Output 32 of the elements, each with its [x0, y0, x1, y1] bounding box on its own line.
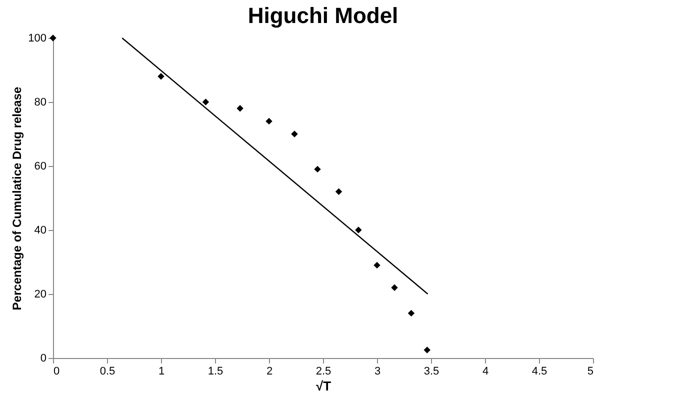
point	[236, 105, 244, 112]
x-tick-label: 3.5	[424, 366, 440, 378]
point	[335, 188, 342, 195]
x-tick-label: 4	[482, 366, 489, 378]
x-tick-label: 0	[54, 366, 60, 378]
point	[408, 310, 415, 317]
point	[355, 226, 362, 234]
point	[374, 262, 380, 269]
x-tick-label: 2	[266, 366, 273, 378]
y-tick-label: 80	[34, 96, 46, 108]
point	[391, 284, 398, 291]
chart-title: Higuchi Model	[248, 3, 398, 28]
x-tick-label: 3	[374, 366, 381, 378]
x-tick-label: 5	[587, 366, 594, 378]
point	[314, 166, 321, 173]
point	[424, 346, 430, 354]
x-tick-label: 2.5	[316, 366, 332, 378]
point	[158, 73, 164, 80]
point	[291, 130, 298, 138]
y-tick-label: 100	[28, 32, 46, 44]
x-tick-label: 1	[158, 366, 165, 378]
point	[266, 118, 272, 125]
x-axis-title: √T	[316, 378, 332, 394]
x-tick-label: 4.5	[532, 366, 548, 378]
point	[202, 98, 210, 106]
y-tick-label: 20	[34, 288, 46, 300]
y-tick-label: 40	[34, 224, 46, 236]
x-tick-label: 1.5	[208, 366, 224, 378]
y-tick-label: 60	[34, 160, 46, 172]
x-tick-label: 0.5	[100, 366, 116, 378]
y-axis-title: Percentage of Cumulatice Drug release	[10, 86, 24, 310]
y-tick-label: 0	[40, 352, 46, 364]
